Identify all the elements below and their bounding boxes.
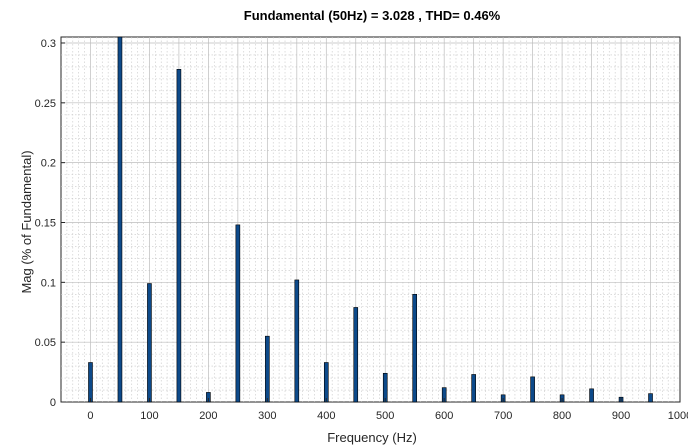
x-tick-label: 600 bbox=[435, 410, 453, 422]
x-axis-label: Frequency (Hz) bbox=[327, 430, 417, 445]
harmonic-bar bbox=[648, 393, 653, 403]
x-tick-label: 700 bbox=[494, 410, 512, 422]
harmonic-bar bbox=[265, 335, 270, 403]
harmonic-bar bbox=[147, 283, 152, 403]
x-tick-label: 900 bbox=[612, 410, 630, 422]
y-axis-label: Mag (% of Fundamental) bbox=[19, 150, 34, 293]
x-tick-label: 500 bbox=[376, 410, 394, 422]
y-tick-label: 0.15 bbox=[35, 217, 56, 229]
y-tick-label: 0.25 bbox=[35, 98, 56, 110]
harmonic-bar bbox=[323, 362, 329, 403]
y-tick-label: 0.1 bbox=[41, 277, 56, 289]
harmonic-bar bbox=[235, 224, 241, 403]
x-tick-label: 0 bbox=[87, 410, 93, 422]
harmonic-bar bbox=[471, 374, 476, 403]
harmonic-bar bbox=[530, 376, 535, 403]
grid-overlay bbox=[61, 37, 680, 402]
harmonic-bar bbox=[382, 372, 388, 403]
y-tick-label: 0.2 bbox=[41, 158, 56, 170]
x-tick-label: 100 bbox=[140, 410, 158, 422]
chart-title: Fundamental (50Hz) = 3.028 , THD= 0.46% bbox=[244, 8, 501, 23]
harmonic-bar bbox=[353, 307, 359, 403]
harmonic-bar bbox=[176, 69, 182, 403]
harmonic-bar bbox=[294, 279, 300, 403]
harmonic-bar bbox=[412, 293, 418, 403]
x-tick-label: 800 bbox=[553, 410, 571, 422]
x-tick-label: 200 bbox=[199, 410, 217, 422]
y-tick-label: 0 bbox=[50, 397, 56, 409]
x-tick-label: 300 bbox=[258, 410, 276, 422]
harmonic-bar bbox=[117, 36, 123, 403]
harmonic-bar bbox=[589, 388, 594, 403]
y-axis-ticks: 0 0.05 0.1 0.15 0.2 0.25 0.3 bbox=[35, 38, 65, 409]
y-tick-label: 0.05 bbox=[35, 337, 56, 349]
y-tick-label: 0.3 bbox=[41, 38, 56, 50]
plot-area bbox=[60, 36, 681, 403]
x-tick-label: 400 bbox=[317, 410, 335, 422]
harmonic-bar bbox=[88, 362, 93, 403]
